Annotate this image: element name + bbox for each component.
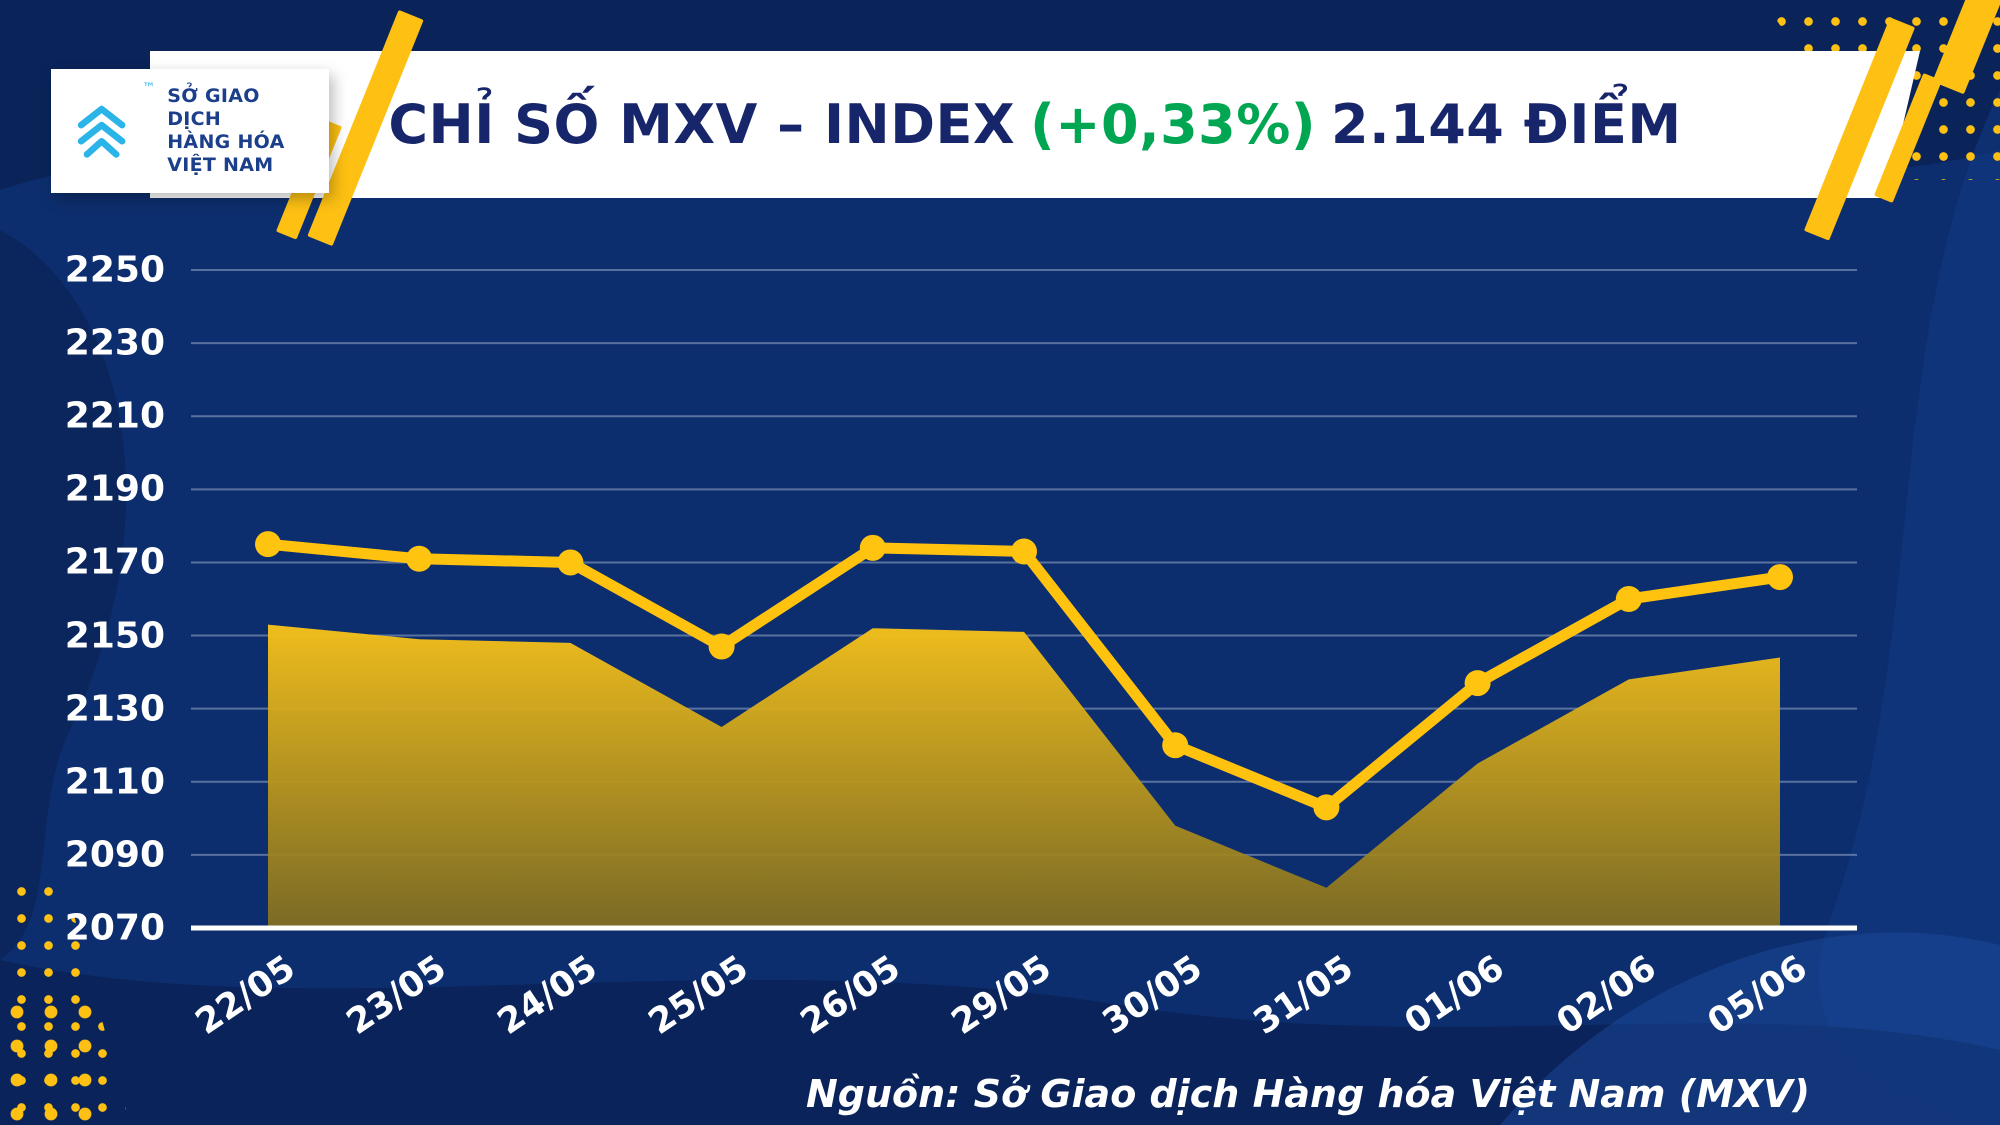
mxv-logo: ™ SỞ GIAO DỊCH HÀNG HÓA VIỆT NAM [51,69,329,193]
page-title: CHỈ SỐ MXV – INDEX (+0,33%) 2.144 ĐIỂM [388,93,1681,156]
y-axis-labels: 2250 2230 2210 2190 2170 2150 2130 2110 2090 2070 [40,250,165,949]
trademark-symbol: ™ [142,81,156,96]
title-main: CHỈ SỐ MXV – INDEX [388,93,1016,156]
x-axis-labels: 22/05 23/05 24/05 25/05 26/05 29/05 30/05 31/05… [189,270,1857,1043]
mxv-logo-text: SỞ GIAO DỊCH HÀNG HÓA VIỆT NAM [167,85,315,178]
logo-line-2: HÀNG HÓA [167,131,285,153]
y-axis-label: 2170 [64,541,165,583]
logo-line-1: SỞ GIAO DỊCH [167,84,260,130]
y-axis-label: 2230 [64,322,165,364]
title-change-percent: (+0,33%) [1030,93,1317,156]
y-axis-label: 2130 [64,688,165,730]
y-axis-label: 2210 [64,395,165,437]
y-axis-label: 2090 [64,834,165,876]
source-caption: Nguồn: Sở Giao dịch Hàng hóa Việt Nam (M… [806,1072,1810,1116]
y-axis-label: 2190 [64,468,165,510]
title-index-value: 2.144 ĐIỂM [1331,93,1682,156]
y-axis-label: 2150 [64,615,165,657]
dot-pattern-bottom-left-corner [0,995,96,1125]
logo-line-3: VIỆT NAM [167,154,274,177]
y-axis-label: 2070 [64,907,165,949]
y-axis-label: 2110 [64,761,165,803]
mxv-logo-icon [77,105,126,158]
y-axis-label: 2250 [64,249,165,291]
chart-plot [191,269,1857,931]
mxv-index-line-chart: 22/05 23/05 24/05 25/05 26/05 29/05 30/05 31/05… [189,269,1857,1043]
header-band: CHỈ SỐ MXV – INDEX (+0,33%) 2.144 ĐIỂM [150,51,1920,198]
